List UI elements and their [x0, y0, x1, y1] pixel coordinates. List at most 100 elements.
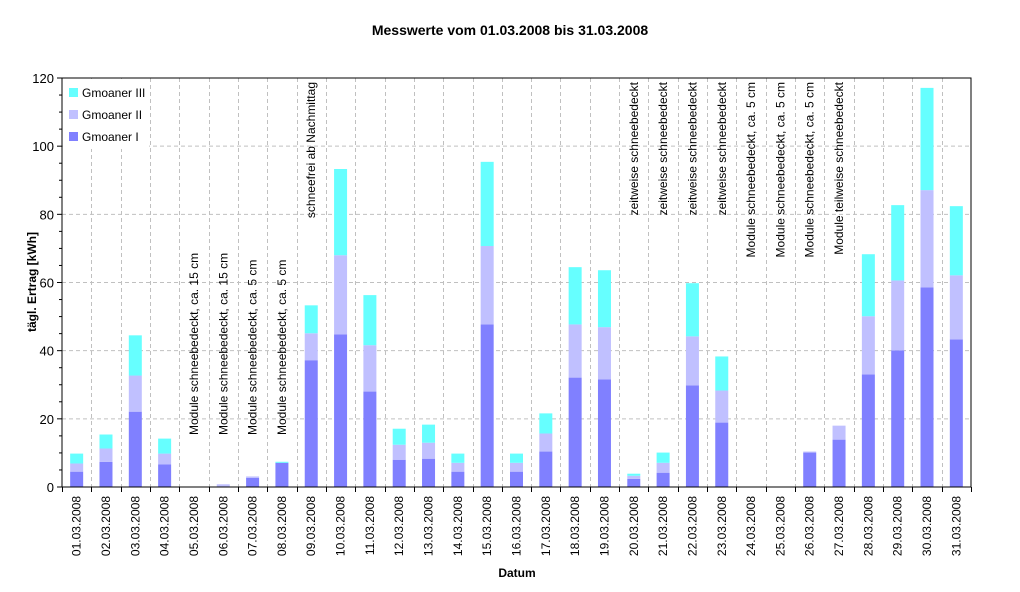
bar-segment [685, 385, 699, 487]
y-tick-label: 0 [47, 480, 54, 495]
bar-segment [627, 475, 641, 479]
x-tick-label: 17.03.2008 [539, 496, 553, 556]
bar-segment [861, 316, 875, 375]
annotation-label: zeitweise schneebedeckt [715, 81, 729, 215]
bar-segment [158, 464, 172, 487]
annotation-label: Module schneebedeckt, ca. 5 cm [744, 82, 758, 257]
x-tick-label: 22.03.2008 [685, 496, 699, 556]
bar-segment [451, 453, 465, 463]
bar-segment [422, 424, 436, 443]
bar-segment [334, 169, 348, 256]
annotation-label: Module schneebedeckt, ca. 5 cm [246, 260, 260, 435]
bar-segment [216, 484, 230, 487]
x-tick-label: 05.03.2008 [187, 496, 201, 556]
bar-segment [334, 255, 348, 335]
bar-segment [568, 267, 582, 325]
bar-segment [422, 458, 436, 487]
x-tick-label: 01.03.2008 [70, 496, 84, 556]
bar-segment [949, 339, 963, 487]
x-tick-label: 29.03.2008 [891, 496, 905, 556]
bar-segment [627, 478, 641, 487]
bar-segment [861, 254, 875, 317]
bar-segment [510, 453, 523, 463]
x-tick-label: 15.03.2008 [480, 496, 494, 556]
bar-segment [422, 442, 436, 459]
x-tick-label: 16.03.2008 [510, 496, 524, 556]
x-tick-label: 04.03.2008 [158, 496, 172, 556]
bar-segment [128, 335, 142, 376]
x-tick-label: 18.03.2008 [568, 496, 582, 556]
annotation-label: Module schneebedeckt, ca. 5 cm [803, 82, 817, 257]
bar-segment [656, 472, 670, 487]
annotation-label: zeitweise schneebedeckt [627, 81, 641, 215]
bar-segment [275, 461, 289, 463]
x-tick-label: 21.03.2008 [656, 496, 670, 556]
bar-segment [99, 448, 113, 462]
bar-segment [128, 375, 142, 412]
x-tick-label: 30.03.2008 [920, 496, 934, 556]
annotation-label: Module teilweise schneebedeckt [832, 81, 846, 254]
bar-segment [510, 462, 523, 472]
bar-segment [363, 391, 377, 487]
bar-segment [451, 462, 465, 472]
chart-title: Messwerte vom 01.03.2008 bis 31.03.2008 [371, 22, 649, 38]
legend-label: Gmoaner III [82, 86, 145, 100]
bar-segment [685, 336, 699, 386]
axes: 0 20 40 60 80 100 120 01.03.2008 02.03.2008 03.03… [32, 71, 972, 556]
bar-segment [597, 379, 611, 487]
bar-segment [891, 350, 905, 487]
x-tick-label: 24.03.2008 [744, 496, 758, 556]
bar-segment [891, 280, 905, 351]
x-tick-label: 23.03.2008 [715, 496, 729, 556]
x-tick-label: 31.03.2008 [949, 496, 963, 556]
x-tick-label: 20.03.2008 [627, 496, 641, 556]
bar-segment [70, 463, 84, 472]
bar-segment [304, 333, 318, 361]
bar-segment [99, 461, 113, 487]
bar-segment [891, 205, 905, 281]
bar-segment [920, 87, 934, 191]
annotation-label: Module schneebedeckt, ca. 5 cm [275, 260, 289, 435]
bar-segment [451, 471, 465, 487]
bar-segment [627, 473, 641, 476]
bar-segment [246, 477, 260, 487]
x-tick-label: 25.03.2008 [773, 496, 787, 556]
bar-segment [363, 345, 377, 392]
bar-segment [246, 476, 260, 478]
legend: Gmoaner III Gmoaner II Gmoaner I [63, 79, 149, 149]
legend-label: Gmoaner II [82, 108, 142, 122]
bar-segment [715, 422, 729, 487]
y-tick-label: 80 [40, 207, 54, 222]
bar-segment [539, 433, 553, 452]
bar-segment [510, 471, 523, 487]
y-tick-label: 20 [40, 412, 54, 427]
x-tick-label: 19.03.2008 [597, 496, 611, 556]
bar-segment [832, 425, 846, 440]
bar-segment [685, 283, 699, 337]
x-tick-label: 02.03.2008 [99, 496, 113, 556]
bar-segment [715, 356, 729, 391]
bar-segment [70, 453, 84, 464]
annotation-label: zeitweise schneebedeckt [685, 81, 699, 215]
bar-segment [392, 428, 406, 445]
bar-segment [949, 275, 963, 340]
bar-segment [920, 287, 934, 487]
x-tick-label: 27.03.2008 [832, 496, 846, 556]
bar-segment [158, 453, 172, 465]
bar-segment [480, 161, 494, 247]
bar-segment [539, 451, 553, 487]
bar-segment [334, 334, 348, 487]
x-tick-label: 26.03.2008 [803, 496, 817, 556]
x-tick-label: 09.03.2008 [304, 496, 318, 556]
bar-segment [656, 452, 670, 463]
annotation-label: Module schneebedeckt, ca. 15 cm [216, 253, 230, 435]
bar-segment [275, 462, 289, 487]
x-tick-label: 28.03.2008 [861, 496, 875, 556]
bar-segment [304, 360, 318, 487]
y-tick-label: 120 [32, 71, 54, 86]
legend-swatch [69, 88, 78, 97]
bar-segment [128, 411, 142, 487]
bar-segment [480, 246, 494, 325]
bar-segment [158, 438, 172, 454]
